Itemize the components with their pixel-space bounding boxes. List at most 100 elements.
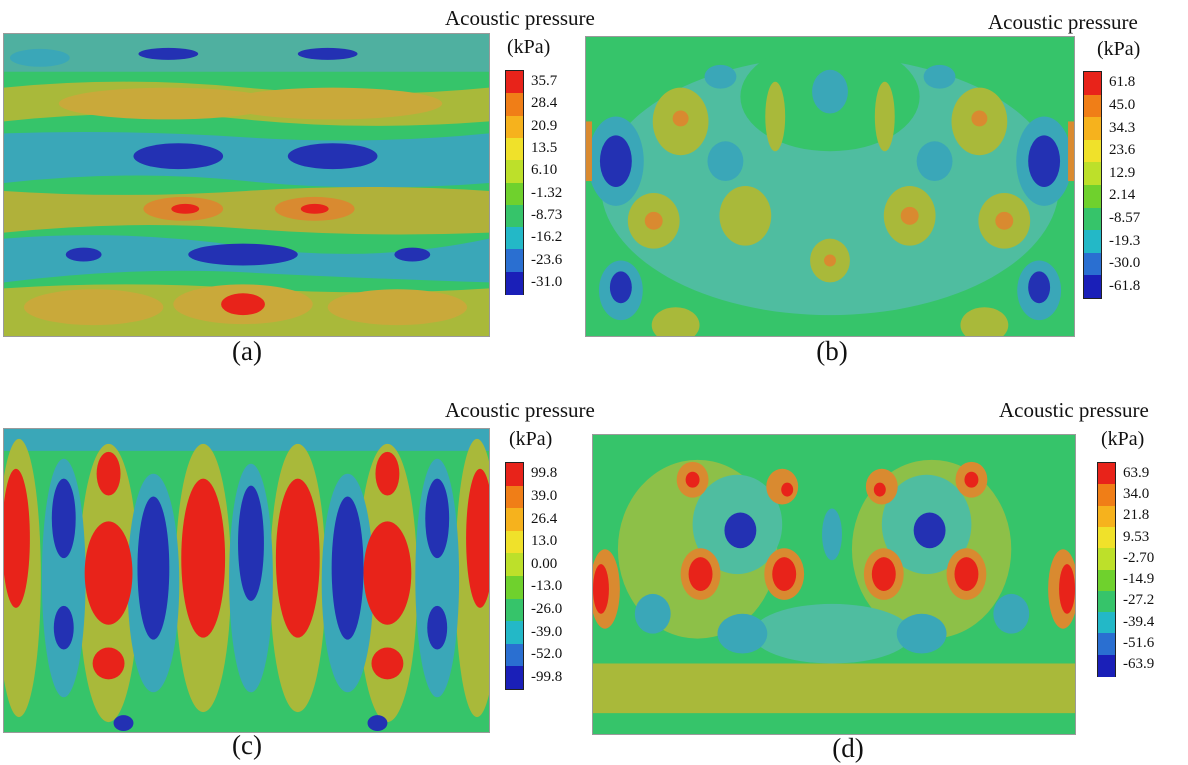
colorbar-swatch bbox=[1084, 139, 1101, 163]
colorbar-swatch bbox=[506, 485, 523, 509]
caption-b: (b) bbox=[816, 336, 848, 366]
colorbar-swatch bbox=[1098, 633, 1115, 656]
colorbar-tick-label: 2.14 bbox=[1109, 187, 1136, 204]
colorbar-tick-label: -61.8 bbox=[1109, 277, 1141, 294]
colorbar-tick-label: 21.8 bbox=[1123, 507, 1150, 524]
colorbar-swatch bbox=[1084, 117, 1101, 141]
legend-title-a: Acoustic pressure bbox=[445, 6, 595, 30]
colorbar-swatch bbox=[506, 182, 523, 206]
colorbar-swatch bbox=[506, 249, 523, 273]
caption-d: (d) bbox=[832, 733, 864, 763]
colorbar-swatch bbox=[506, 137, 523, 161]
colorbar-swatch bbox=[1098, 569, 1115, 592]
colorbar-tick-label: -30.0 bbox=[1109, 255, 1141, 272]
colorbar-swatch bbox=[506, 115, 523, 139]
colorbar-swatch bbox=[506, 227, 523, 251]
colorbar-tick-label: -23.6 bbox=[531, 251, 563, 268]
colorbar-swatch bbox=[1084, 252, 1101, 276]
colorbar-swatch bbox=[1084, 207, 1101, 231]
colorbar-tick-label: -16.2 bbox=[531, 229, 563, 246]
caption-a: (a) bbox=[232, 336, 262, 366]
colorbar-tick-label: -1.32 bbox=[531, 184, 563, 201]
colorbar-swatch bbox=[506, 666, 523, 690]
legend-title-b: Acoustic pressure bbox=[988, 10, 1138, 34]
colorbar-swatch bbox=[506, 508, 523, 532]
colorbar-tick-label: -31.0 bbox=[531, 273, 563, 290]
caption-c: (c) bbox=[232, 730, 262, 760]
colorbar-tick-label: 13.0 bbox=[531, 533, 558, 550]
colorbar-tick-label: -8.73 bbox=[531, 206, 563, 223]
colorbar-tick-label: 63.9 bbox=[1123, 464, 1150, 481]
colorbar-tick-label: 0.00 bbox=[531, 555, 558, 572]
colorbar-b bbox=[1083, 71, 1102, 299]
colorbar-swatch bbox=[1098, 590, 1115, 613]
colorbar-tick-label: 39.0 bbox=[531, 487, 558, 504]
colorbar-swatch bbox=[506, 93, 523, 117]
colorbar-a bbox=[505, 70, 524, 295]
colorbar-swatch bbox=[1084, 275, 1101, 299]
colorbar-c bbox=[505, 462, 524, 690]
colorbar-tick-label: -27.2 bbox=[1123, 592, 1155, 609]
legend-title-c: Acoustic pressure bbox=[445, 398, 595, 422]
legend-unit-a: (kPa) bbox=[507, 36, 551, 58]
colorbar-tick-label: 34.3 bbox=[1109, 119, 1136, 136]
contour-plot-a bbox=[3, 33, 490, 337]
legend-unit-d: (kPa) bbox=[1101, 428, 1145, 450]
legend-unit-b: (kPa) bbox=[1097, 38, 1141, 60]
colorbar-swatch bbox=[1084, 94, 1101, 118]
colorbar-swatch bbox=[1098, 505, 1115, 528]
colorbar-tick-label: 23.6 bbox=[1109, 142, 1136, 159]
colorbar-tick-label: 12.9 bbox=[1109, 164, 1136, 181]
colorbar-tick-label: -2.70 bbox=[1123, 549, 1155, 566]
colorbar-tick-label: 28.4 bbox=[531, 95, 558, 112]
colorbar-tick-label: -51.6 bbox=[1123, 635, 1155, 652]
colorbar-swatch bbox=[506, 598, 523, 622]
colorbar-swatch bbox=[1098, 548, 1115, 571]
colorbar-swatch bbox=[1098, 484, 1115, 507]
colorbar-swatch bbox=[1084, 185, 1101, 208]
colorbar-tick-label: 20.9 bbox=[531, 117, 558, 134]
colorbar-tick-label: 35.7 bbox=[531, 73, 558, 90]
legend-title-d: Acoustic pressure bbox=[999, 398, 1149, 422]
colorbar-tick-label: 45.0 bbox=[1109, 96, 1136, 113]
colorbar-tick-label: 61.8 bbox=[1109, 74, 1136, 91]
contour-plot-b bbox=[585, 36, 1075, 337]
colorbar-tick-label: 13.5 bbox=[531, 140, 558, 157]
colorbar-tick-label: 9.53 bbox=[1123, 528, 1150, 545]
colorbar-swatch bbox=[506, 576, 523, 599]
colorbar-tick-label: -63.9 bbox=[1123, 656, 1155, 673]
colorbar-tick-label: -26.0 bbox=[531, 600, 563, 617]
colorbar-swatch bbox=[506, 71, 523, 94]
colorbar-tick-label: -39.4 bbox=[1123, 613, 1155, 630]
colorbar-swatch bbox=[506, 204, 523, 228]
colorbar-tick-label: -99.8 bbox=[531, 668, 563, 685]
colorbar-swatch bbox=[1098, 463, 1115, 485]
colorbar-swatch bbox=[1098, 526, 1115, 549]
colorbar-tick-label: -52.0 bbox=[531, 646, 563, 663]
colorbar-tick-label: -8.57 bbox=[1109, 209, 1141, 226]
colorbar-swatch bbox=[506, 621, 523, 645]
colorbar-swatch bbox=[506, 160, 523, 184]
colorbar-tick-label: 26.4 bbox=[531, 510, 558, 527]
colorbar-swatch bbox=[506, 271, 523, 295]
colorbar-tick-label: -39.0 bbox=[531, 623, 563, 640]
colorbar-tick-label: 99.8 bbox=[531, 465, 558, 482]
colorbar-swatch bbox=[1084, 162, 1101, 186]
contour-plot-d bbox=[592, 434, 1076, 735]
colorbar-tick-label: 34.0 bbox=[1123, 485, 1150, 502]
colorbar-tick-label: -13.0 bbox=[531, 578, 563, 595]
colorbar-swatch bbox=[506, 463, 523, 486]
colorbar-swatch bbox=[1084, 230, 1101, 254]
colorbar-d bbox=[1097, 462, 1116, 677]
colorbar-tick-label: -14.9 bbox=[1123, 571, 1155, 588]
colorbar-swatch bbox=[506, 553, 523, 577]
colorbar-swatch bbox=[506, 530, 523, 554]
colorbar-swatch bbox=[1098, 612, 1115, 635]
colorbar-swatch bbox=[1098, 654, 1115, 677]
colorbar-swatch bbox=[506, 643, 523, 667]
legend-unit-c: (kPa) bbox=[509, 428, 553, 450]
contour-plot-c bbox=[3, 428, 490, 733]
colorbar-tick-label: 6.10 bbox=[531, 162, 558, 179]
colorbar-swatch bbox=[1084, 72, 1101, 95]
colorbar-tick-label: -19.3 bbox=[1109, 232, 1141, 249]
